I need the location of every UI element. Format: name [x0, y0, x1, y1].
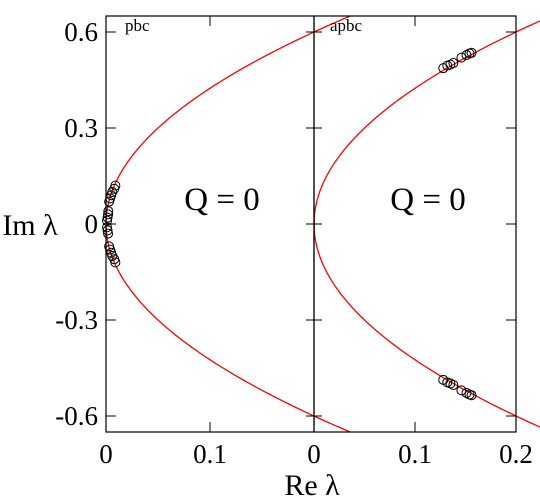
data-point-pbc-7: [107, 187, 118, 197]
data-point-apbc-11: [448, 379, 459, 390]
panel-right-tag: apbc: [330, 16, 363, 35]
y-tick-label-3: -0.3: [55, 305, 98, 335]
y-tick-label-2: 0: [85, 209, 99, 239]
data-point-pbc-2: [103, 209, 114, 220]
y-axis-title: Im λ: [2, 209, 58, 242]
panel-left-tag: pbc: [125, 16, 150, 35]
data-point-pbc-9: [110, 180, 121, 191]
y-tick-label-0: 0.6: [64, 17, 98, 47]
data-point-pbc-11: [102, 225, 113, 236]
data-point-apbc-4: [456, 52, 467, 63]
data-point-pbc-1: [102, 212, 113, 223]
panel-left-annotation: Q = 0: [184, 182, 259, 218]
data-point-apbc-2: [445, 59, 456, 70]
data-point-apbc-10: [445, 378, 456, 389]
data-point-pbc-3: [103, 206, 114, 217]
y-tick-label-1: 0.3: [64, 113, 98, 143]
panel-right-annotation: Q = 0: [390, 182, 465, 218]
data-point-pbc-10: [102, 222, 113, 233]
x-tick-label-apbc-0: 0: [307, 439, 321, 469]
data-point-pbc-18: [110, 257, 121, 268]
x-tick-label-pbc-0: 0: [99, 439, 113, 469]
ticks: 0 0.1 0 0.1 0.2 0.6 0.3 0 -0.3 -0.6: [55, 16, 533, 469]
data-point-apbc-12: [456, 385, 467, 396]
data-point-pbc-12: [103, 228, 114, 239]
x-tick-label-apbc-2: 0.2: [499, 439, 533, 469]
data-point-apbc-7: [466, 47, 477, 58]
data-point-apbc-15: [466, 390, 477, 401]
data-point-pbc-16: [107, 251, 118, 261]
data-point-pbc-0: [102, 215, 113, 226]
data-point-apbc-13: [461, 387, 472, 398]
data-point-apbc-3: [448, 58, 459, 69]
y-tick-label-4: -0.6: [55, 401, 98, 431]
data-points: [102, 47, 477, 401]
data-point-apbc-5: [461, 50, 472, 61]
x-axis-title: Re λ: [284, 469, 340, 501]
x-tick-label-pbc-1: 0.1: [193, 439, 227, 469]
x-tick-label-apbc-1: 0.1: [398, 439, 432, 469]
